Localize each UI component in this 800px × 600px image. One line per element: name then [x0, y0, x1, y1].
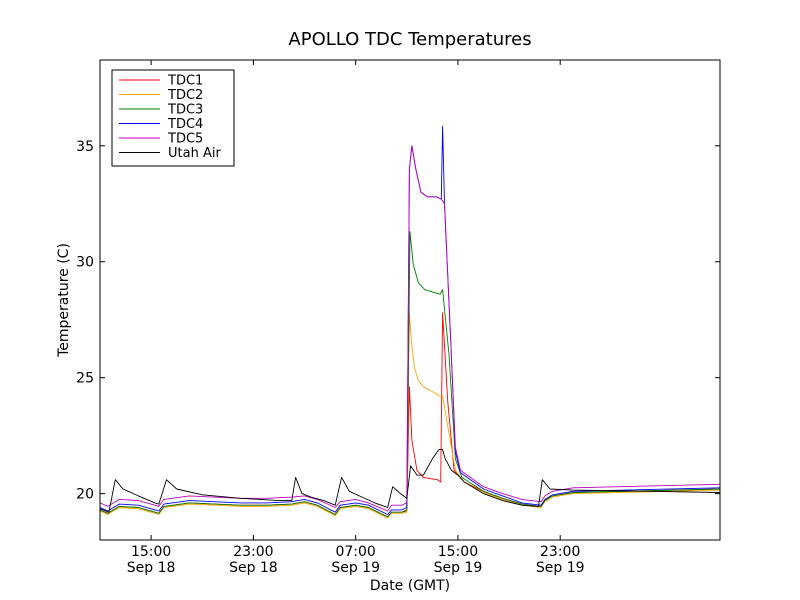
x-tick-label: 07:00: [335, 544, 375, 560]
legend-label-tdc2: TDC2: [167, 88, 203, 103]
legend-label-utah-air: Utah Air: [168, 146, 221, 161]
series-line-tdc4: [100, 125, 720, 515]
y-tick-label: 20: [76, 487, 94, 503]
x-tick-sublabel: Sep 19: [331, 560, 380, 576]
legend-label-tdc1: TDC1: [167, 74, 203, 89]
y-tick-label: 25: [76, 371, 94, 387]
y-axis-label: Temperature (C): [56, 243, 72, 358]
x-tick-label: 23:00: [233, 544, 273, 560]
plot-frame: [99, 59, 721, 541]
series-line-tdc3: [100, 231, 720, 518]
chart-title: APOLLO TDC Temperatures: [288, 29, 531, 50]
x-tick-sublabel: Sep 19: [536, 560, 585, 576]
y-tick-label: 35: [76, 139, 94, 155]
x-axis-label: Date (GMT): [370, 578, 450, 594]
x-tick-label: 15:00: [131, 544, 171, 560]
y-tick-label: 30: [76, 255, 94, 271]
series-line-tdc5: [100, 145, 720, 512]
legend-label-tdc5: TDC5: [167, 132, 203, 147]
legend-label-tdc4: TDC4: [167, 117, 203, 132]
legend-frame: [111, 69, 235, 167]
x-tick-sublabel: Sep 18: [229, 560, 278, 576]
x-tick-label: 15:00: [438, 544, 478, 560]
legend-label-tdc3: TDC3: [167, 103, 203, 118]
series-line-utah-air: [100, 449, 720, 513]
x-tick-sublabel: Sep 18: [127, 560, 176, 576]
series-layer: [100, 125, 720, 519]
x-tick-sublabel: Sep 19: [434, 560, 483, 576]
series-line-tdc2: [100, 312, 720, 519]
x-tick-label: 23:00: [540, 544, 580, 560]
